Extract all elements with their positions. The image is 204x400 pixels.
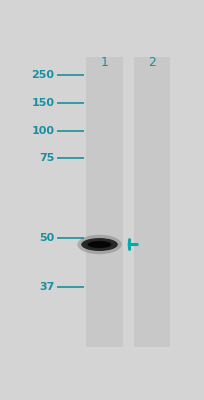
Ellipse shape [77, 235, 121, 254]
Text: 100: 100 [31, 126, 54, 136]
Ellipse shape [87, 241, 111, 248]
Ellipse shape [81, 238, 117, 251]
Text: 2: 2 [147, 56, 155, 69]
Bar [133, 57, 169, 347]
Text: 50: 50 [39, 233, 54, 243]
Bar [86, 57, 122, 347]
Text: 250: 250 [31, 70, 54, 80]
Text: 75: 75 [39, 153, 54, 163]
Text: 1: 1 [100, 56, 108, 69]
Text: 37: 37 [39, 282, 54, 292]
Text: 150: 150 [31, 98, 54, 108]
